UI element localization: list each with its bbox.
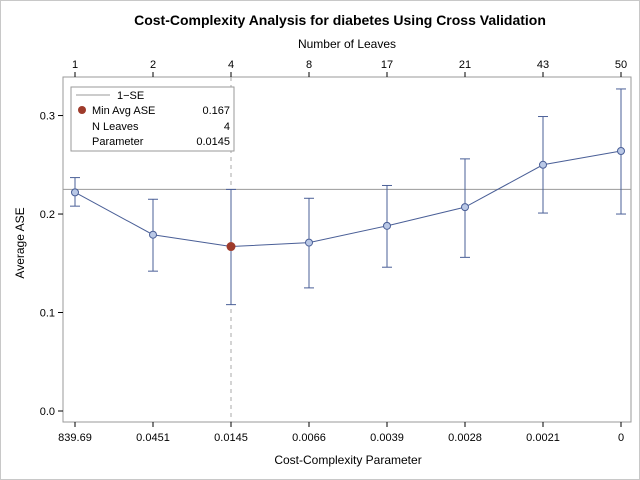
- top-tick-label: 50: [615, 59, 627, 71]
- top-tick-label: 17: [381, 59, 393, 71]
- top-tick-label: 2: [150, 59, 156, 71]
- legend-box: [70, 86, 235, 152]
- data-point: [71, 188, 79, 197]
- legend-leaves-label: N Leaves: [92, 121, 139, 133]
- top-tick-label: 21: [459, 59, 471, 71]
- chart-title: Cost-Complexity Analysis for diabetes Us…: [134, 12, 546, 28]
- data-point: [383, 221, 391, 230]
- legend-min-value: 0.167: [202, 105, 230, 117]
- data-point: [617, 147, 625, 155]
- legend-min-label: Min Avg ASE: [92, 105, 155, 117]
- data-point: [539, 160, 547, 169]
- y-tick-label: 0.1: [40, 308, 55, 320]
- plot-layer: 0.0 0.1 0.2 0.3 839.69 0.0451 0.0145 0.0066 0.00…: [40, 59, 632, 444]
- plot-frame: [62, 76, 632, 423]
- y-tick-label: 0.3: [40, 111, 55, 123]
- top-tick-label: 4: [228, 59, 234, 71]
- x-tick-label: 0.0451: [136, 432, 170, 444]
- legend-param-label: Parameter: [92, 136, 144, 148]
- x-tick-label: 839.69: [58, 432, 92, 444]
- y-tick-label: 0.2: [40, 209, 55, 221]
- series-line: [74, 150, 622, 248]
- legend-min-marker: [78, 106, 86, 114]
- legend: 1−SE Min Avg ASE 0.167 N Leaves 4 Parame…: [70, 86, 235, 152]
- top-tick-label: 8: [306, 59, 312, 71]
- data-point: [305, 238, 313, 247]
- x-tick-label: 0: [618, 432, 624, 444]
- top-axis-label: Number of Leaves: [298, 37, 396, 51]
- x-axis-label: Cost-Complexity Parameter: [274, 453, 421, 467]
- data-point: [149, 230, 157, 239]
- top-tick-label: 1: [72, 59, 78, 71]
- x-tick-label: 0.0028: [448, 432, 482, 444]
- x-tick-label: 0.0145: [214, 432, 248, 444]
- legend-leaves-value: 4: [224, 121, 230, 133]
- legend-param-value: 0.0145: [196, 136, 230, 148]
- x-tick-label: 0.0039: [370, 432, 404, 444]
- y-tick-label: 0.0: [40, 406, 55, 418]
- x-tick-label: 0.0021: [526, 432, 560, 444]
- min-avg-ase-point: [226, 242, 236, 252]
- data-point: [461, 203, 469, 212]
- x-tick-label: 0.0066: [292, 432, 326, 444]
- top-tick-label: 43: [537, 59, 549, 71]
- legend-one-se-label: 1−SE: [117, 90, 144, 102]
- y-axis-label: Average ASE: [13, 207, 27, 278]
